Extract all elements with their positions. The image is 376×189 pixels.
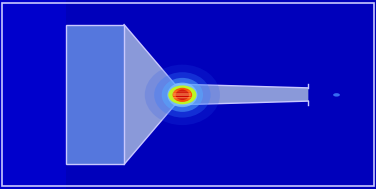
Bar [0, 0, 66, 189]
Ellipse shape [162, 78, 203, 112]
Ellipse shape [333, 93, 340, 97]
Ellipse shape [167, 83, 197, 107]
Ellipse shape [168, 85, 196, 104]
Ellipse shape [154, 72, 211, 118]
Ellipse shape [145, 65, 220, 125]
Ellipse shape [173, 88, 192, 102]
Polygon shape [124, 25, 308, 164]
Bar [66, 25, 124, 164]
Ellipse shape [176, 90, 189, 100]
